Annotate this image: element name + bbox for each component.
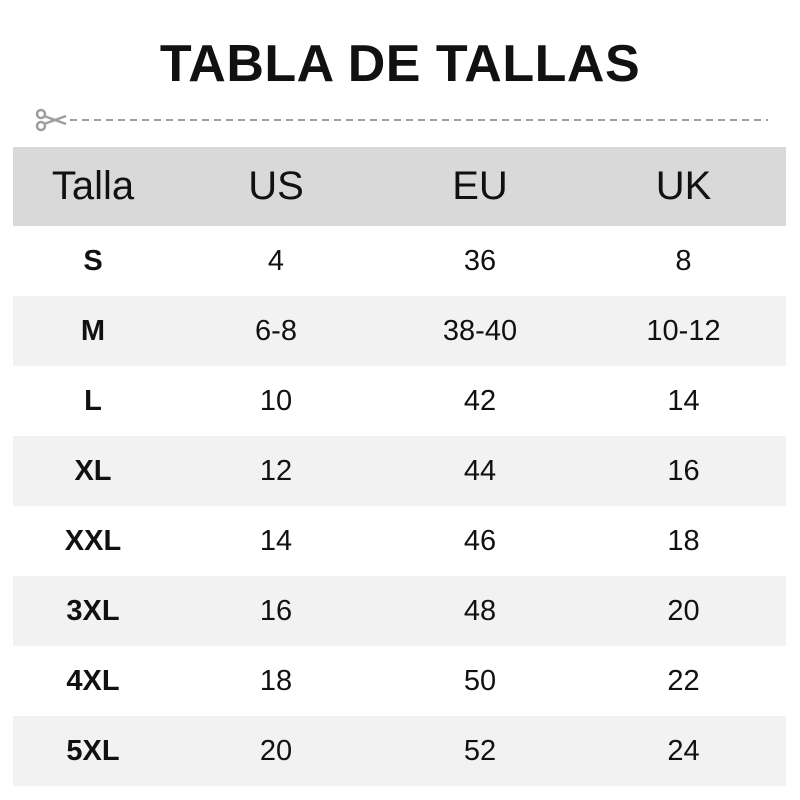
table-row: 4XL 18 50 22 <box>13 646 786 716</box>
eu-cell: 46 <box>463 524 497 557</box>
us-cell: 12 <box>259 454 293 487</box>
size-cell: 4XL <box>66 664 120 697</box>
uk-cell: 22 <box>667 664 700 697</box>
eu-cell: 42 <box>463 384 497 417</box>
header-talla: Talla <box>51 164 135 208</box>
uk-cell: 14 <box>667 384 700 417</box>
uk-cell: 10-12 <box>646 314 721 347</box>
header-us: US <box>248 164 304 208</box>
table-row: 3XL 16 48 20 <box>13 576 786 646</box>
uk-cell: 18 <box>667 524 700 557</box>
table-row: 5XL 20 52 24 <box>13 716 786 786</box>
size-table: Talla US EU UK S 4 36 8 M 6-8 38-40 10-12 L 10 42 1… <box>13 147 786 786</box>
uk-cell: 24 <box>667 734 700 767</box>
us-cell: 14 <box>259 524 293 557</box>
page-title: TABLA DE TALLAS <box>159 35 641 93</box>
table-row: S 4 36 8 <box>13 226 786 296</box>
size-cell: S <box>83 244 103 277</box>
table-row: XL 12 44 16 <box>13 436 786 506</box>
eu-cell: 52 <box>463 734 497 767</box>
table-row: M 6-8 38-40 10-12 <box>13 296 786 366</box>
uk-cell: 20 <box>667 594 700 627</box>
us-cell: 20 <box>259 734 293 767</box>
us-cell: 16 <box>259 594 293 627</box>
size-cell: XXL <box>64 524 122 557</box>
size-cell: 3XL <box>66 594 120 627</box>
size-cell: L <box>84 384 102 417</box>
eu-cell: 44 <box>463 454 497 487</box>
us-cell: 18 <box>259 664 293 697</box>
eu-cell: 50 <box>463 664 497 697</box>
size-cell: 5XL <box>66 734 120 767</box>
header-eu: EU <box>452 164 508 208</box>
eu-cell: 48 <box>463 594 497 627</box>
eu-cell: 38-40 <box>442 314 518 347</box>
table-header-row: Talla US EU UK <box>13 147 786 226</box>
table-row: XXL 14 46 18 <box>13 506 786 576</box>
uk-cell: 8 <box>675 244 692 277</box>
header-uk: UK <box>655 164 712 208</box>
us-cell: 4 <box>267 244 285 277</box>
table-row: L 10 42 14 <box>13 366 786 436</box>
us-cell: 10 <box>259 384 293 417</box>
us-cell: 6-8 <box>255 314 297 347</box>
cut-line <box>35 108 768 132</box>
eu-cell: 36 <box>463 244 497 277</box>
scissors-icon <box>35 108 67 132</box>
uk-cell: 16 <box>667 454 700 487</box>
size-cell: XL <box>74 454 112 487</box>
size-cell: M <box>80 314 106 347</box>
